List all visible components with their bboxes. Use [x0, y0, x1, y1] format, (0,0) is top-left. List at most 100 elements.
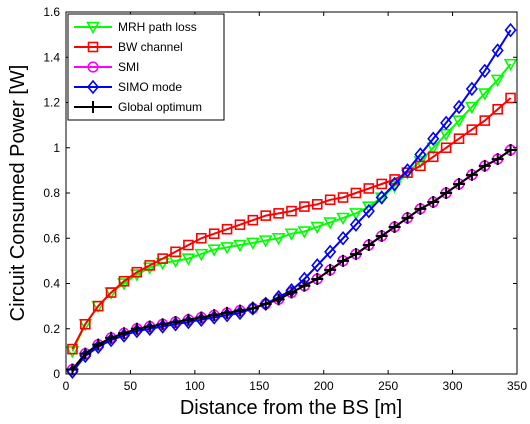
data-point-global-optimum [221, 306, 234, 319]
data-point-global-optimum [401, 211, 414, 224]
data-point-mrh-path-loss [452, 115, 466, 128]
y-tick-label: 0.2 [43, 322, 60, 336]
data-point-global-optimum [362, 239, 375, 252]
data-point-global-optimum [156, 318, 169, 331]
legend-label-bw-channel: BW channel [118, 40, 183, 54]
legend-item-global-optimum: Global optimum [74, 100, 202, 114]
data-point-bw-channel [324, 194, 336, 206]
data-point-mrh-path-loss [336, 212, 350, 226]
data-point-global-optimum [130, 322, 143, 335]
data-point-bw-channel [247, 214, 259, 226]
data-point-global-optimum [246, 302, 259, 315]
data-point-global-optimum [195, 311, 208, 324]
data-point-bw-channel [131, 266, 143, 278]
data-point-bw-channel [311, 199, 323, 210]
data-point-bw-channel [105, 287, 117, 298]
data-point-mrh-path-loss [503, 58, 518, 72]
data-point-simo-mode [324, 244, 337, 260]
data-point-global-optimum [143, 320, 156, 333]
legend-label-mrh-path-loss: MRH path loss [118, 20, 197, 34]
data-point-mrh-path-loss [258, 235, 273, 248]
data-point-bw-channel [466, 124, 478, 135]
data-point-mrh-path-loss [310, 221, 325, 235]
legend-label-smi: SMI [118, 60, 139, 74]
x-tick-label: 100 [185, 379, 205, 393]
data-point-bw-channel [286, 205, 297, 217]
data-point-bw-channel [350, 187, 362, 199]
data-point-mrh-path-loss [271, 233, 286, 246]
data-point-global-optimum [66, 363, 79, 376]
data-point-global-optimum [298, 279, 311, 292]
data-point-global-optimum [349, 248, 362, 261]
legend: MRH path loss BW channel SMI SIMO mode Globa… [67, 13, 225, 121]
data-point-bw-channel [453, 133, 465, 144]
data-point-bw-channel [208, 228, 220, 240]
data-point-bw-channel [505, 92, 516, 104]
data-point-simo-mode [478, 63, 491, 79]
data-point-simo-mode [491, 43, 504, 58]
data-point-simo-mode [452, 99, 466, 115]
data-point-global-optimum [388, 220, 401, 233]
data-point-global-optimum [491, 153, 504, 166]
data-point-simo-mode [375, 190, 388, 205]
data-point-simo-mode [504, 22, 517, 38]
x-tick-label: 200 [314, 379, 334, 393]
data-point-mrh-path-loss [426, 142, 441, 155]
legend-marker-smi [87, 61, 99, 73]
data-point-global-optimum [105, 331, 118, 344]
y-tick-label: 1 [53, 141, 60, 155]
data-point-global-optimum [169, 315, 182, 328]
series-global-optimum [66, 144, 517, 376]
data-point-bw-channel [273, 208, 284, 219]
data-point-simo-mode [388, 176, 401, 192]
series-layer [65, 22, 518, 379]
data-point-mrh-path-loss [194, 248, 209, 262]
legend-label-simo-mode: SIMO mode [118, 80, 182, 94]
x-tick-label: 250 [378, 379, 398, 393]
data-point-simo-mode [401, 163, 414, 178]
x-tick-label: 350 [507, 379, 527, 393]
data-point-bw-channel [92, 300, 104, 312]
data-point-bw-channel [492, 103, 503, 115]
data-point-mrh-path-loss [374, 192, 389, 205]
data-point-global-optimum [182, 313, 195, 326]
data-point-simo-mode [414, 147, 427, 162]
legend-item-mrh-path-loss: MRH path loss [74, 20, 197, 35]
data-point-mrh-path-loss [297, 226, 312, 239]
data-point-bw-channel [363, 183, 375, 194]
data-point-simo-mode [427, 131, 440, 146]
legend-item-smi: SMI [74, 60, 139, 74]
data-point-mrh-path-loss [220, 242, 234, 255]
y-tick-label: 0.8 [43, 186, 60, 200]
data-point-mrh-path-loss [233, 239, 247, 253]
data-point-bw-channel [221, 223, 233, 235]
data-point-bw-channel [479, 115, 491, 126]
data-point-global-optimum [259, 297, 272, 310]
data-point-mrh-path-loss [349, 208, 363, 221]
y-tick-label: 0.4 [43, 277, 60, 291]
data-point-mrh-path-loss [284, 228, 299, 241]
data-point-global-optimum [427, 196, 440, 209]
data-point-global-optimum [324, 263, 337, 276]
data-point-simo-mode [311, 258, 324, 273]
y-tick-label: 1.4 [43, 50, 60, 64]
legend-marker-simo-mode [86, 79, 100, 95]
y-tick-label: 0 [53, 367, 60, 381]
legend-marker-mrh-path-loss [86, 21, 100, 35]
data-point-mrh-path-loss [323, 217, 338, 230]
data-point-global-optimum [414, 202, 427, 215]
data-point-mrh-path-loss [181, 253, 196, 266]
data-point-global-optimum [337, 254, 350, 267]
data-point-bw-channel [144, 260, 156, 271]
data-point-bw-channel [170, 246, 181, 258]
data-point-global-optimum [233, 304, 246, 317]
data-point-global-optimum [285, 286, 298, 299]
x-tick-label: 300 [443, 379, 463, 393]
data-point-global-optimum [117, 327, 130, 340]
data-point-global-optimum [92, 338, 105, 351]
data-point-simo-mode [440, 115, 453, 131]
legend-marker-bw-channel [87, 41, 99, 53]
y-tick-label: 1.6 [43, 5, 60, 19]
